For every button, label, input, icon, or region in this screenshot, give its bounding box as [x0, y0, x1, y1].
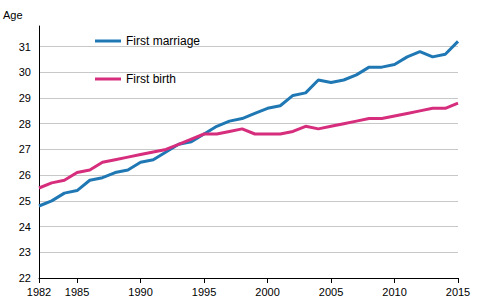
- svg-text:1990: 1990: [128, 286, 152, 298]
- svg-text:23: 23: [19, 246, 31, 258]
- svg-text:25: 25: [19, 195, 31, 207]
- svg-text:30: 30: [19, 66, 31, 78]
- svg-text:1985: 1985: [65, 286, 89, 298]
- svg-text:2000: 2000: [255, 286, 279, 298]
- svg-text:Age: Age: [3, 9, 23, 21]
- svg-text:29: 29: [19, 92, 31, 104]
- svg-text:2010: 2010: [382, 286, 406, 298]
- svg-text:31: 31: [19, 41, 31, 53]
- svg-text:First marriage: First marriage: [126, 34, 200, 48]
- svg-text:2005: 2005: [319, 286, 343, 298]
- svg-text:28: 28: [19, 118, 31, 130]
- svg-text:24: 24: [19, 221, 31, 233]
- svg-text:26: 26: [19, 169, 31, 181]
- svg-text:22: 22: [19, 272, 31, 284]
- svg-text:First birth: First birth: [126, 72, 176, 86]
- svg-text:27: 27: [19, 143, 31, 155]
- svg-text:1995: 1995: [192, 286, 216, 298]
- svg-text:2015: 2015: [446, 286, 470, 298]
- svg-text:1982: 1982: [27, 286, 51, 298]
